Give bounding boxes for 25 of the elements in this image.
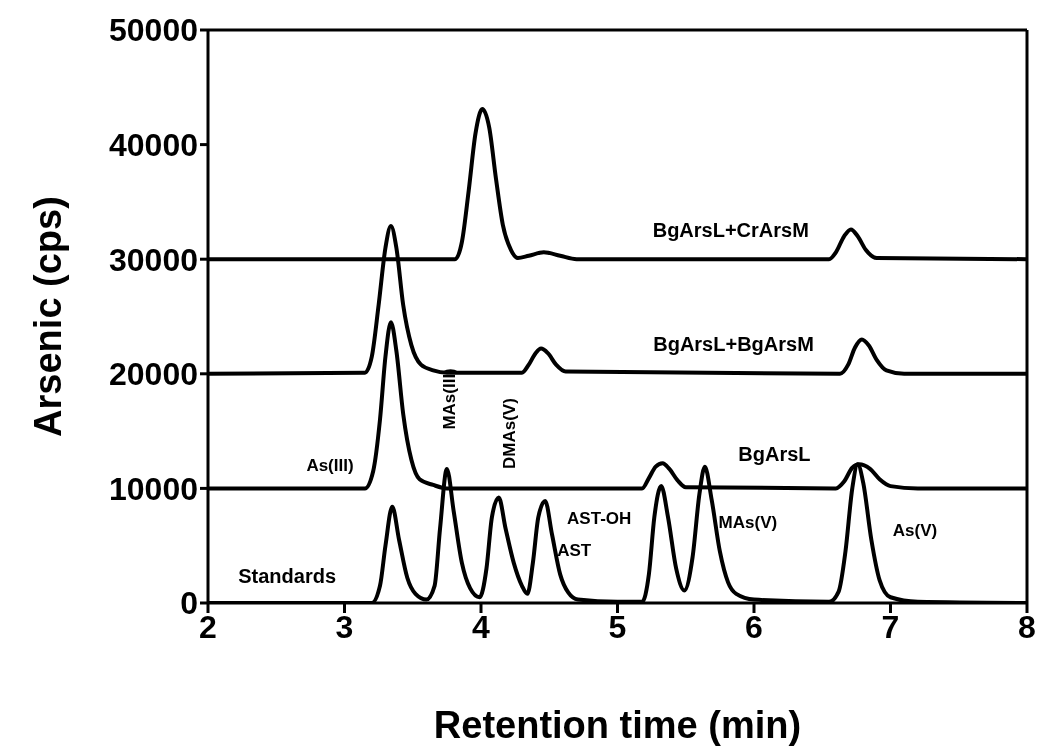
annotation: AST <box>557 540 592 560</box>
x-tick-label: 7 <box>881 608 900 645</box>
x-tick-label: 5 <box>608 608 627 645</box>
annotation: DMAs(V) <box>500 398 520 469</box>
series-label: Standards <box>238 565 337 587</box>
y-tick-label: 20000 <box>109 356 198 393</box>
annotation: AST-OH <box>567 508 632 528</box>
annotation: As(V) <box>892 520 938 540</box>
x-tick-label: 3 <box>335 608 354 645</box>
x-tick-label: 2 <box>199 608 217 645</box>
x-tick-label: 4 <box>472 608 491 645</box>
series-label: BgArsL+BgArsM <box>653 332 814 355</box>
y-tick-label: 10000 <box>109 470 198 507</box>
y-tick-label: 40000 <box>109 126 198 163</box>
annotation: MAs(V) <box>718 513 778 533</box>
y-tick-label: 30000 <box>109 241 198 278</box>
y-axis-title: Arsenic (cps) <box>27 196 69 437</box>
x-axis-title: Retention time (min) <box>433 704 802 746</box>
y-tick-label: 50000 <box>109 12 198 49</box>
annotation: As(III) <box>306 455 354 475</box>
x-tick-label: 6 <box>745 608 763 645</box>
series-label: BgArsL+CrArsM <box>652 219 809 242</box>
series-label: BgArsL <box>738 443 811 466</box>
y-tick-label: 0 <box>180 585 198 622</box>
x-tick-label: 8 <box>1018 608 1036 645</box>
